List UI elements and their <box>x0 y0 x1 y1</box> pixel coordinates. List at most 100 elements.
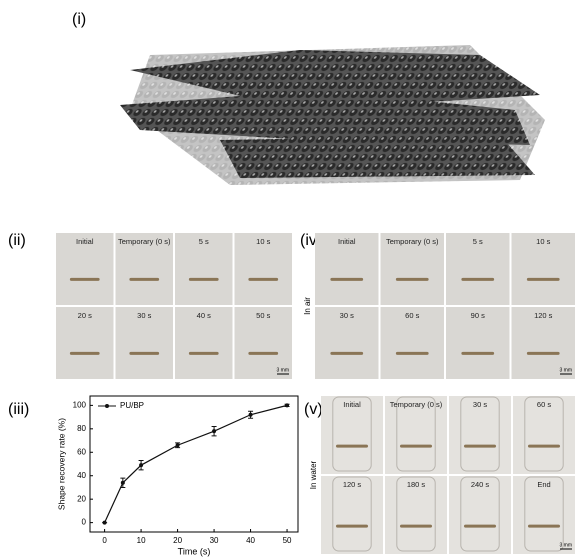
panel-label: (iii) <box>8 401 29 418</box>
sample <box>400 444 432 448</box>
photo <box>449 476 511 554</box>
y-tick-label: 0 <box>82 518 87 527</box>
photo <box>56 307 114 379</box>
sample <box>464 444 496 448</box>
photo-label: 30 s <box>473 400 487 409</box>
sample <box>528 524 560 528</box>
vial <box>396 396 436 472</box>
scale-bar-label: 3 mm <box>277 367 290 373</box>
photo <box>175 233 233 305</box>
photo <box>449 396 511 474</box>
photo-label: Temporary (0 s) <box>390 400 443 409</box>
data-point <box>120 480 125 485</box>
photo-label: 120 s <box>343 480 362 489</box>
data-point <box>102 520 107 525</box>
photo-label: 20 s <box>78 311 92 320</box>
y-tick-label: 80 <box>77 424 86 433</box>
photo <box>446 307 510 379</box>
sample <box>464 524 496 528</box>
photo <box>513 396 575 474</box>
photo-label: Temporary (0 s) <box>386 237 439 246</box>
photo-label: 90 s <box>471 311 485 320</box>
photo <box>56 233 114 305</box>
photo-label: 30 s <box>340 311 354 320</box>
photo-label: 240 s <box>471 480 490 489</box>
vial <box>332 396 372 472</box>
photo <box>380 233 444 305</box>
sample <box>461 277 495 281</box>
x-tick-label: 40 <box>246 536 255 545</box>
sample <box>528 444 560 448</box>
legend-marker <box>105 404 109 408</box>
photo <box>234 307 292 379</box>
black-phosphorus-structure <box>120 45 545 185</box>
vial <box>396 476 436 552</box>
photo-label: 50 s <box>256 311 270 320</box>
scale-bar-label: 3 mm <box>560 542 573 548</box>
photo <box>385 396 447 474</box>
photo-label: End <box>537 480 550 489</box>
sample <box>188 351 219 355</box>
x-tick-label: 20 <box>173 536 182 545</box>
side-label: In air <box>303 297 312 315</box>
photo <box>315 233 379 305</box>
y-axis-label: Shape recovery rate (%) <box>56 418 66 510</box>
sample <box>69 277 100 281</box>
sample <box>188 277 219 281</box>
sample <box>461 351 495 355</box>
sample <box>395 351 429 355</box>
photo-label: Initial <box>343 400 361 409</box>
data-point <box>212 429 217 434</box>
legend-label: PU/BP <box>120 401 144 410</box>
photo-label: 10 s <box>256 237 270 246</box>
panel-label: (v) <box>304 401 323 418</box>
sample <box>248 351 279 355</box>
sample <box>330 351 364 355</box>
photo <box>321 396 383 474</box>
sample <box>129 277 160 281</box>
y-tick-label: 40 <box>77 471 86 480</box>
photo-label: Initial <box>76 237 94 246</box>
photo <box>513 476 575 554</box>
vial <box>460 396 500 472</box>
sample <box>69 351 100 355</box>
sample <box>248 277 279 281</box>
y-tick-label: 100 <box>73 400 87 409</box>
vial <box>524 396 564 472</box>
sample <box>336 524 368 528</box>
scale-bar-label: 3 mm <box>560 367 573 373</box>
data-point <box>248 412 253 417</box>
x-tick-label: 0 <box>102 536 107 545</box>
data-point <box>285 403 290 408</box>
photo-label: 180 s <box>407 480 426 489</box>
photo-label: 60 s <box>537 400 551 409</box>
photo <box>321 476 383 554</box>
photo <box>511 307 575 379</box>
plot-frame <box>89 395 299 533</box>
sample <box>129 351 160 355</box>
photo-label: 60 s <box>405 311 419 320</box>
sample <box>526 277 560 281</box>
photo-label: 5 s <box>473 237 483 246</box>
photo <box>315 307 379 379</box>
photo <box>115 233 173 305</box>
y-tick-label: 20 <box>77 494 86 503</box>
vial <box>460 476 500 552</box>
side-label: In water <box>309 460 318 489</box>
panel-label: (i) <box>72 11 86 28</box>
sample <box>526 351 560 355</box>
photo-label: 40 s <box>197 311 211 320</box>
photo <box>234 233 292 305</box>
photo <box>385 476 447 554</box>
photo <box>446 233 510 305</box>
photo <box>115 307 173 379</box>
x-tick-label: 50 <box>283 536 292 545</box>
photo-label: 10 s <box>536 237 550 246</box>
x-axis-label: Time (s) <box>178 546 211 556</box>
photo <box>511 233 575 305</box>
photo-label: Temporary (0 s) <box>118 237 171 246</box>
photo-label: Initial <box>338 237 356 246</box>
photo-label: 5 s <box>199 237 209 246</box>
x-tick-label: 10 <box>137 536 146 545</box>
photo <box>175 307 233 379</box>
